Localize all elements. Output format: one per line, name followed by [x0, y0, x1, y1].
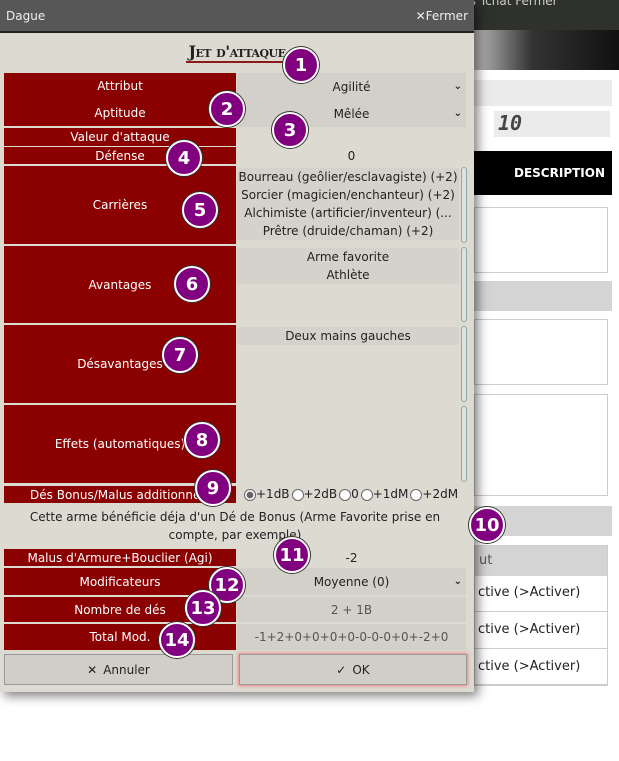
- des-bonus-radio-group: +1dB +2dB 0 +1dM +2dM: [244, 487, 458, 501]
- annotation-badge: 7: [162, 337, 198, 373]
- annotation-badge: 3: [272, 112, 308, 148]
- attribut-label: Attribut: [97, 79, 143, 94]
- tab-description[interactable]: DESCRIPTION: [474, 151, 612, 195]
- valeur-label: Valeur d'attaque: [4, 128, 236, 146]
- malus-value: -2: [345, 550, 358, 565]
- malus-label: Malus d'Armure+Bouclier (Agi): [4, 549, 236, 566]
- close-icon: ✕: [87, 662, 98, 677]
- dialog-title: Dague: [6, 8, 46, 23]
- total-label: Total Mod.: [4, 624, 236, 650]
- cancel-button[interactable]: ✕ Annuler: [4, 654, 233, 685]
- scrollbar[interactable]: [461, 406, 467, 482]
- total-value: -1+2+0+0+0+0-0-0-0+0+-2+0: [237, 624, 466, 650]
- list-item[interactable]: Alchimiste (artificier/inventeur) (...: [237, 204, 459, 222]
- ok-button[interactable]: ✓ OK: [239, 654, 467, 685]
- check-icon: ✓: [336, 662, 347, 677]
- sheet-list-box: [474, 319, 608, 385]
- annotation-badge: 10: [469, 507, 505, 543]
- chevron-down-icon: ⌄: [453, 576, 462, 587]
- scrollbar[interactable]: [461, 326, 467, 402]
- scrollbar[interactable]: [461, 247, 467, 322]
- close-button[interactable]: ✕Fermer: [415, 8, 468, 23]
- radio-0[interactable]: 0: [339, 487, 359, 501]
- attribut-value: Agilité: [332, 79, 371, 94]
- table-row[interactable]: ctive (>Activer): [474, 575, 608, 612]
- annotation-badge: 1: [283, 47, 319, 83]
- annotation-badge: 14: [159, 622, 195, 658]
- sheet-section-bar: [474, 281, 612, 311]
- radio-1dm[interactable]: +1dM: [360, 487, 408, 501]
- annotation-badge: 8: [184, 422, 220, 458]
- modificateurs-select[interactable]: Moyenne (0) ⌄: [237, 568, 466, 595]
- list-item[interactable]: Athlète: [237, 266, 459, 284]
- close-icon: ✕: [415, 8, 426, 23]
- dialog-titlebar: Dague ✕Fermer: [0, 0, 474, 33]
- chevron-down-icon: ⌄: [453, 81, 462, 92]
- des-bonus-label: Dés Bonus/Malus additionnels: [4, 486, 236, 503]
- attribut-aptitude-labels: Attribut Aptitude: [4, 73, 236, 126]
- radio-2dm[interactable]: +2dM: [410, 487, 458, 501]
- table-row[interactable]: ctive (>Activer): [474, 612, 608, 649]
- annotation-badge: 6: [174, 266, 210, 302]
- table-row[interactable]: ctive (>Activer): [474, 649, 608, 686]
- desavantages-list[interactable]: Deux mains gauches: [237, 325, 459, 345]
- topbar-text[interactable]: Points Tchat Fermer: [440, 0, 558, 8]
- list-item[interactable]: Deux mains gauches: [237, 327, 459, 345]
- sheet-field[interactable]: [474, 80, 612, 106]
- annotation-badge: 4: [166, 140, 202, 176]
- annotation-badge: 2: [209, 91, 245, 127]
- annotation-badge: 5: [182, 192, 218, 228]
- list-item[interactable]: Bourreau (geôlier/esclavagiste) (+2): [237, 168, 459, 186]
- aptitude-value: Mêlée: [333, 106, 370, 121]
- number-field[interactable]: 10: [494, 111, 610, 137]
- sheet-list-box: [474, 394, 608, 496]
- radio-1db[interactable]: +1dB: [244, 487, 290, 501]
- sheet-table: ut: [474, 545, 608, 685]
- modificateurs-value: Moyenne (0): [313, 574, 390, 589]
- sheet-list-box: [474, 207, 608, 273]
- nombre-value: 2 + 1B: [237, 597, 466, 622]
- list-item[interactable]: Arme favorite: [237, 248, 459, 266]
- annotation-badge: 9: [195, 470, 231, 506]
- list-item[interactable]: Sorcier (magicien/enchanteur) (+2): [237, 186, 459, 204]
- radio-2db[interactable]: +2dB: [291, 487, 337, 501]
- avantages-list[interactable]: Arme favorite Athlète: [237, 246, 459, 284]
- annotation-badge: 13: [185, 590, 221, 626]
- bonus-note: Cette arme bénéficie déja d'un Dé de Bon…: [29, 510, 441, 542]
- modificateurs-label: Modificateurs: [4, 568, 236, 595]
- dialog-heading: Jet d'attaque: [186, 42, 288, 63]
- scrollbar[interactable]: [461, 167, 467, 243]
- table-header: ut: [475, 546, 607, 576]
- list-item[interactable]: Prêtre (druide/chaman) (+2): [237, 222, 459, 240]
- aptitude-label: Aptitude: [94, 105, 146, 120]
- desavantages-label: Désavantages: [4, 325, 236, 403]
- chevron-down-icon: ⌄: [453, 108, 462, 119]
- sheet-banner-image: [474, 30, 619, 70]
- defense-value: 0: [347, 148, 356, 163]
- carrieres-list[interactable]: Bourreau (geôlier/esclavagiste) (+2) Sor…: [237, 166, 459, 240]
- annotation-badge: 11: [274, 537, 310, 573]
- aptitude-select[interactable]: Mêlée ⌄: [237, 100, 466, 127]
- attribut-select[interactable]: Agilité ⌄: [237, 73, 466, 100]
